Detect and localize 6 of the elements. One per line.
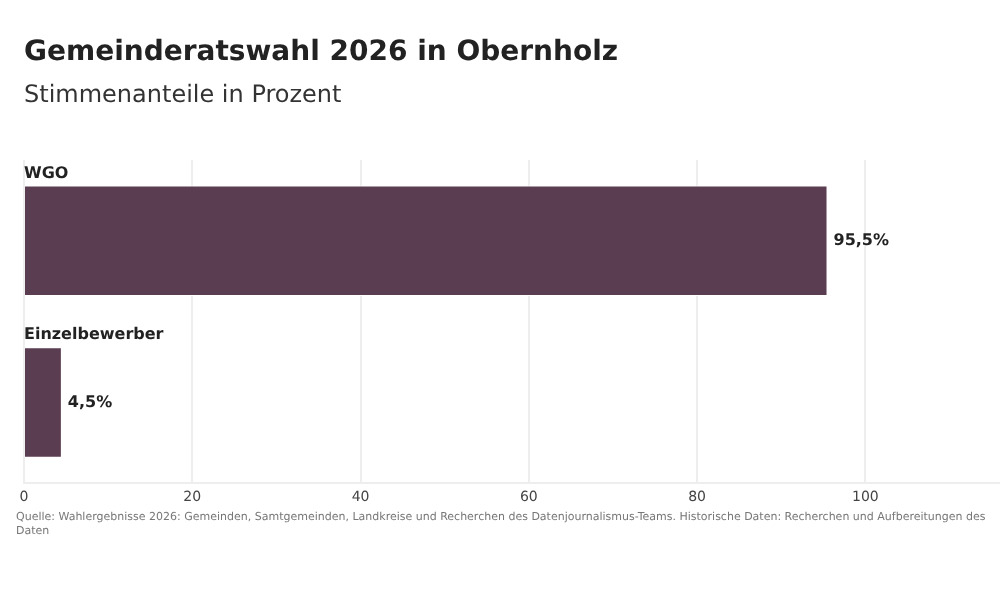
chart-subtitle: Stimmenanteile in Prozent [24, 80, 342, 108]
chart-title: Gemeinderatswahl 2026 in Obernholz [24, 36, 619, 68]
data-label: 95,5% [833, 230, 890, 249]
y-tick-label: WGO [24, 163, 69, 182]
data-label: 4,5% [67, 392, 113, 411]
y-tick-label: Einzelbewerber [24, 325, 164, 344]
